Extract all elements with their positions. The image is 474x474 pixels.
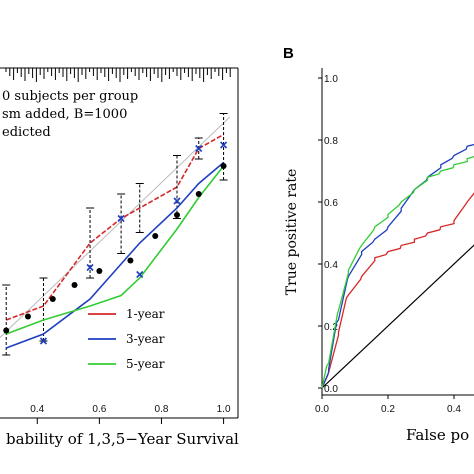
x-tick-label: 0.4 xyxy=(30,404,44,415)
legend-label: 5-year xyxy=(126,357,165,371)
panel-label: B xyxy=(283,45,294,62)
x-axis-label: bability of 1,3,5−Year Survival xyxy=(6,430,239,448)
calibration-marker xyxy=(39,337,48,345)
y-tick-label: 0.4 xyxy=(324,260,338,271)
calibration-marker xyxy=(195,144,203,153)
rug-marks xyxy=(5,68,231,82)
y-tick-label: 1.0 xyxy=(324,74,338,85)
calibration-marker xyxy=(117,214,125,223)
observed-point xyxy=(3,327,10,334)
diagonal-reference xyxy=(321,244,474,389)
series-group xyxy=(321,143,474,389)
roc-curve xyxy=(321,192,474,389)
x-ticks: 0.4 0.6 0.8 1.0 xyxy=(30,404,231,424)
roc-panel: B 0.0 0.2 0.4 0.6 0.8 1.0 0.0 0.2 0.4 True posit… xyxy=(283,45,474,444)
observed-point xyxy=(127,257,134,264)
ideal-line xyxy=(0,116,231,338)
legend: 1-year 3-year 5-year xyxy=(88,307,165,371)
legend-label: 3-year xyxy=(126,332,165,346)
x-tick-label: 0.4 xyxy=(447,404,461,415)
annotation-line-3: edicted xyxy=(2,125,51,140)
observed-point xyxy=(195,191,202,197)
roc-curve xyxy=(321,143,474,389)
y-tick-label: 0.0 xyxy=(324,384,338,395)
annotations: 0 subjects per group sm added, B=1000 ed… xyxy=(2,89,138,140)
series-group xyxy=(0,113,231,356)
observed-point xyxy=(71,282,78,288)
calibration-marker xyxy=(173,197,181,205)
legend-label: 1-year xyxy=(126,307,165,321)
calibration-marker xyxy=(86,263,94,272)
observed-point xyxy=(96,268,103,274)
x-tick-label: 0.8 xyxy=(155,404,169,415)
calibration-marker xyxy=(220,141,228,149)
annotation-line-1: 0 subjects per group xyxy=(2,89,138,104)
observed-point xyxy=(49,296,56,302)
x-tick-label: 1.0 xyxy=(217,404,231,415)
x-axis-label: False po xyxy=(406,426,469,444)
axis-ticks: 0.0 0.2 0.4 0.6 0.8 1.0 0.0 0.2 0.4 xyxy=(315,74,461,415)
observed-point xyxy=(152,233,159,239)
observed-point xyxy=(174,212,180,218)
series-line-3-year xyxy=(5,161,225,349)
series-line-1-year xyxy=(5,133,224,321)
observed-point xyxy=(220,163,227,169)
observed-point xyxy=(24,313,31,320)
series-line-5-year xyxy=(5,165,225,335)
y-tick-label: 0.8 xyxy=(324,136,338,147)
calibration-panel: 0.4 0.6 0.8 1.0 0 subjects per group sm add… xyxy=(0,67,239,448)
annotation-line-2: sm added, B=1000 xyxy=(2,107,127,122)
x-tick-label: 0.0 xyxy=(315,404,329,415)
x-tick-label: 0.6 xyxy=(92,404,106,415)
y-axis-label: True positive rate xyxy=(284,169,300,296)
y-tick-label: 0.2 xyxy=(324,322,338,333)
calibration-marker xyxy=(136,270,144,279)
x-tick-label: 0.2 xyxy=(381,404,395,415)
y-tick-label: 0.6 xyxy=(324,198,338,209)
roc-curve xyxy=(321,155,474,389)
